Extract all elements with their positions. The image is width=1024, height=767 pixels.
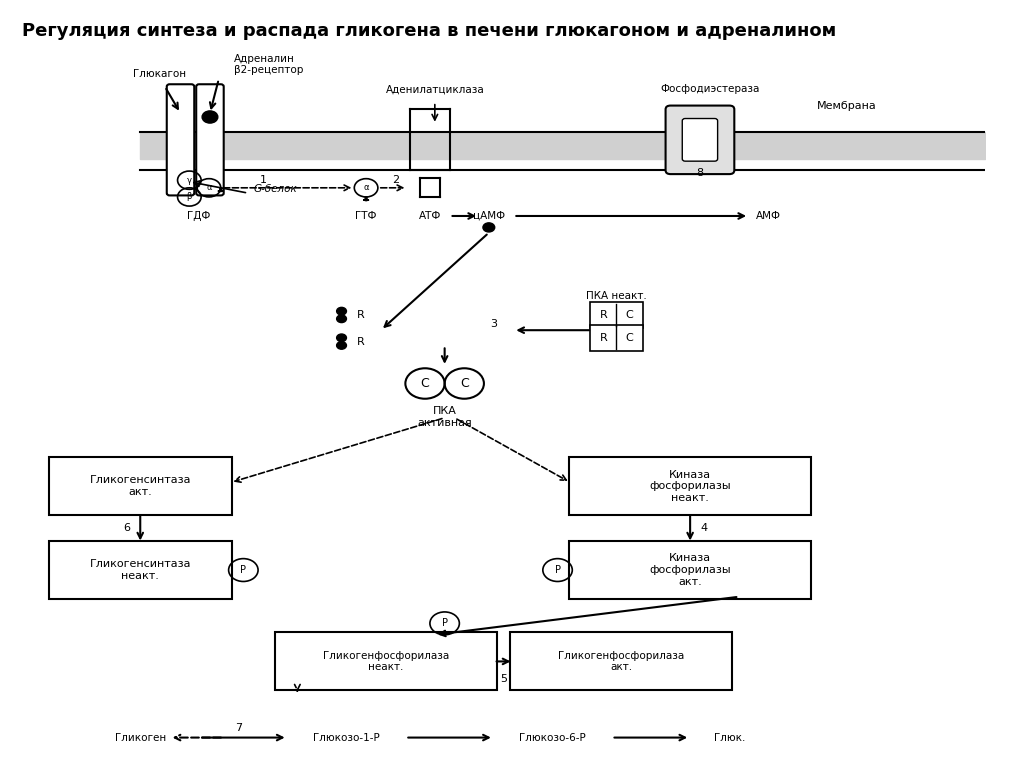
Text: Глюк.: Глюк. [714,732,745,742]
Text: Аденилатциклаза: Аденилатциклаза [385,84,484,94]
Text: G-белок: G-белок [253,184,297,194]
Text: Гликоген: Гликоген [115,732,166,742]
Text: P: P [555,565,560,575]
Text: C: C [421,377,429,390]
FancyBboxPatch shape [666,106,734,174]
Text: Киназа
фосфорилазы
неакт.: Киназа фосфорилазы неакт. [649,469,731,503]
Text: Гликогенфосфорилаза
акт.: Гликогенфосфорилаза акт. [558,650,684,672]
FancyBboxPatch shape [49,542,231,599]
Text: γ: γ [186,176,191,185]
Text: ГТФ: ГТФ [355,211,377,221]
Text: Глюкозо-1-Р: Глюкозо-1-Р [313,732,380,742]
Circle shape [337,334,346,341]
Text: P: P [441,618,447,628]
Text: R: R [600,333,607,343]
Text: α: α [364,183,369,193]
Text: 3: 3 [490,319,498,329]
Text: Фосфодиэстераза: Фосфодиэстераза [660,84,760,94]
Text: АМФ: АМФ [756,211,781,221]
Text: Адреналин
β2-рецептор: Адреналин β2-рецептор [233,54,303,75]
Text: Киназа
фосфорилазы
акт.: Киназа фосфорилазы акт. [649,554,731,587]
Text: 8: 8 [696,167,703,178]
Text: 2: 2 [392,175,399,185]
Text: ГДФ: ГДФ [187,211,211,221]
FancyBboxPatch shape [590,302,643,328]
Text: α: α [206,183,212,193]
Text: C: C [626,333,633,343]
Text: R: R [357,310,365,320]
FancyBboxPatch shape [590,325,643,351]
Text: Глюкагон: Глюкагон [133,69,186,79]
Text: C: C [626,310,633,320]
Text: 5: 5 [500,674,507,684]
Text: C: C [460,377,469,390]
Circle shape [337,341,346,349]
Text: Гликогенсинтаза
акт.: Гликогенсинтаза акт. [89,476,191,497]
FancyBboxPatch shape [274,633,497,690]
FancyBboxPatch shape [49,457,231,515]
Text: Гликогенфосфорилаза
неакт.: Гликогенфосфорилаза неакт. [323,650,449,672]
Text: β: β [186,193,193,202]
Text: цАМФ: цАМФ [473,211,505,221]
FancyBboxPatch shape [510,633,732,690]
FancyBboxPatch shape [569,457,811,515]
Text: Регуляция синтеза и распада гликогена в печени глюкагоном и адреналином: Регуляция синтеза и распада гликогена в … [23,21,837,40]
Text: 4: 4 [700,523,707,533]
Text: Мембрана: Мембрана [817,100,878,110]
Text: R: R [600,310,607,320]
Circle shape [483,223,495,232]
FancyBboxPatch shape [569,542,811,599]
FancyArrow shape [351,301,386,328]
FancyBboxPatch shape [682,119,718,161]
Text: R: R [357,337,365,347]
Text: ПКА
активная: ПКА активная [417,407,472,428]
Text: Гликогенсинтаза
неакт.: Гликогенсинтаза неакт. [89,559,191,581]
Text: P: P [241,565,247,575]
Circle shape [337,315,346,323]
FancyArrow shape [351,328,386,355]
Text: ПКА неакт.: ПКА неакт. [586,291,647,301]
Circle shape [337,308,346,315]
Text: 1: 1 [259,175,266,185]
Text: АТФ: АТФ [419,211,441,221]
FancyBboxPatch shape [197,84,223,196]
Text: Глюкозо-6-Р: Глюкозо-6-Р [519,732,586,742]
FancyBboxPatch shape [167,84,195,196]
Text: 6: 6 [124,523,130,533]
Text: 7: 7 [234,723,242,733]
Circle shape [202,111,218,123]
